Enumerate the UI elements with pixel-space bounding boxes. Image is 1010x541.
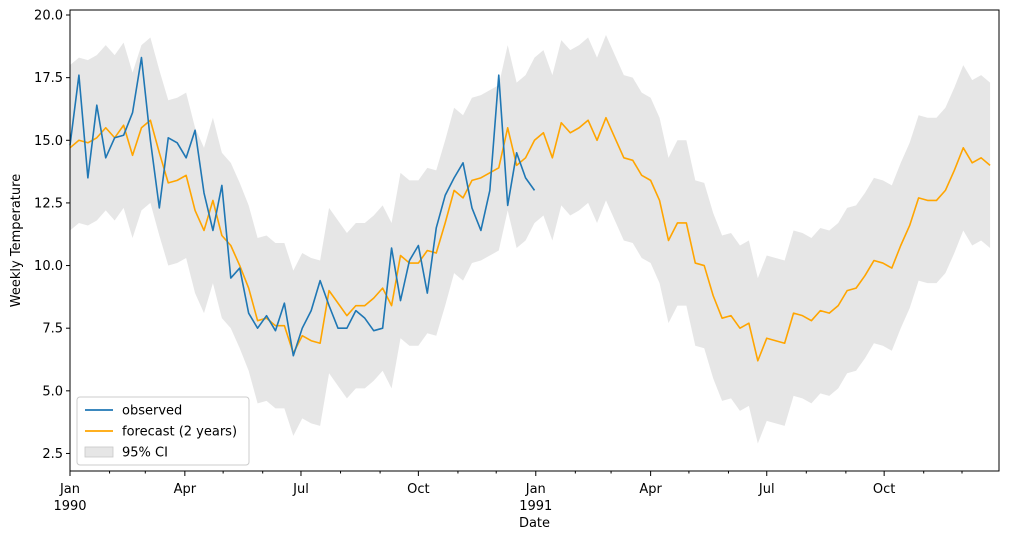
x-tick-year-label: 1990 xyxy=(53,499,86,514)
x-tick-label: Oct xyxy=(873,482,895,497)
legend-item-observed: observed xyxy=(85,404,182,419)
x-tick-label: Jan xyxy=(59,482,80,497)
x-tick-label: Jan xyxy=(525,482,546,497)
axes-frame xyxy=(69,9,1000,472)
x-tick-label: Oct xyxy=(407,482,429,497)
y-tick-label: 15.0 xyxy=(34,134,63,149)
legend-label: observed xyxy=(122,404,182,419)
x-tick-label: Apr xyxy=(639,482,662,497)
legend-swatch xyxy=(84,446,114,458)
y-axis-label: Weekly Temperature xyxy=(9,174,24,307)
legend-label: 95% CI xyxy=(122,446,168,461)
legend-item-ci: 95% CI xyxy=(84,446,168,461)
legend-item-forecast: forecast (2 years) xyxy=(85,425,237,440)
x-axis-label: Date xyxy=(519,516,550,531)
x-tick-label: Jul xyxy=(758,482,775,497)
y-tick-label: 2.5 xyxy=(42,447,63,462)
y-tick-label: 7.5 xyxy=(42,322,63,337)
ci-band xyxy=(70,35,991,444)
observed-line xyxy=(69,56,536,357)
plot-area xyxy=(69,35,991,444)
legend-label: forecast (2 years) xyxy=(122,425,237,440)
y-tick-label: 5.0 xyxy=(42,384,63,399)
y-tick-label: 20.0 xyxy=(34,9,63,24)
y-tick-label: 12.5 xyxy=(34,196,63,211)
legend: observed forecast (2 years) 95% CI xyxy=(76,396,250,466)
y-tick-label: 17.5 xyxy=(34,71,63,86)
legend-box xyxy=(76,396,250,466)
x-tick-label: Apr xyxy=(174,482,197,497)
forecast-line xyxy=(69,116,991,362)
x-tick-year-label: 1991 xyxy=(519,499,552,514)
x-axis: Jan 1990 Apr Jul Oct Jan 1991 Apr Jul Oct xyxy=(53,471,963,514)
y-tick-label: 10.0 xyxy=(34,259,63,274)
y-axis: 2.5 5.0 7.5 10.0 12.5 15.0 17.5 20.0 xyxy=(34,9,70,462)
x-tick-label: Jul xyxy=(292,482,309,497)
